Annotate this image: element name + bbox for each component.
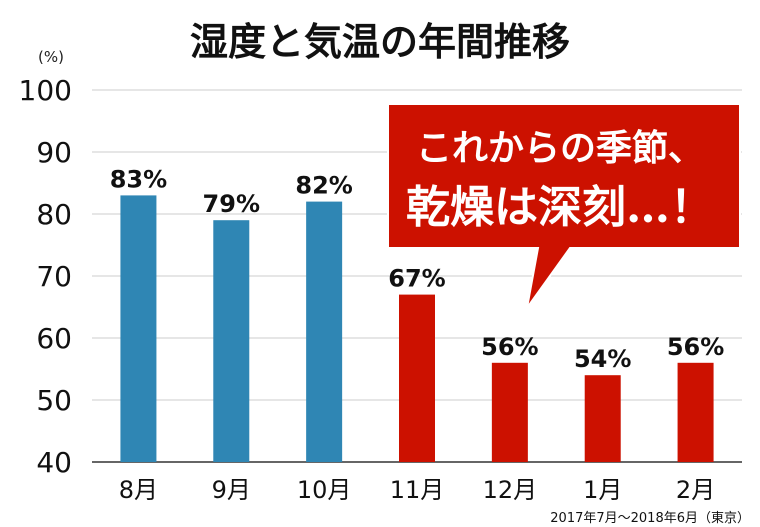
- data-source-note: 2017年7月〜2018年6月（東京）: [550, 510, 750, 526]
- y-tick-label: 60: [36, 322, 72, 355]
- bar: [399, 294, 435, 462]
- y-tick-label: 100: [19, 74, 72, 107]
- data-label: 67%: [388, 265, 445, 293]
- x-tick-label: 9月: [212, 476, 251, 504]
- y-tick-label: 80: [36, 198, 72, 231]
- chart-title: 湿度と気温の年間推移: [190, 20, 570, 64]
- data-label: 56%: [481, 333, 538, 361]
- bars: [120, 195, 714, 462]
- y-axis-unit: (%): [38, 48, 64, 66]
- y-tick-label: 70: [36, 260, 72, 293]
- data-label: 56%: [667, 333, 724, 361]
- x-tick-label: 1月: [583, 476, 622, 504]
- callout-line2: 乾燥は深刻…！: [406, 182, 714, 233]
- data-label: 82%: [295, 172, 352, 200]
- bar: [120, 195, 157, 462]
- bar: [584, 375, 621, 462]
- y-tick-label: 90: [36, 136, 72, 169]
- y-tick-label: 50: [36, 384, 72, 417]
- y-tick-labels: 100 90 80 70 60 50 40: [19, 74, 72, 479]
- x-tick-labels: 8月 9月 10月 11月 12月 1月 2月: [119, 476, 715, 504]
- bar: [213, 220, 250, 462]
- data-label: 54%: [574, 345, 631, 373]
- x-tick-label: 2月: [676, 476, 715, 504]
- x-tick-label: 8月: [119, 476, 158, 504]
- callout-bubble: これからの季節、 乾燥は深刻…！: [387, 103, 741, 309]
- bar: [677, 362, 714, 462]
- bar: [491, 362, 528, 462]
- y-tick-label: 40: [36, 446, 72, 479]
- callout-line1: これからの季節、: [416, 127, 704, 169]
- data-labels: 83% 79% 82% 67% 56% 54% 56%: [110, 165, 725, 373]
- data-label: 79%: [203, 190, 260, 218]
- x-tick-label: 11月: [390, 476, 445, 504]
- bar: [306, 201, 343, 462]
- x-tick-label: 12月: [483, 476, 538, 504]
- x-tick-label: 10月: [297, 476, 352, 504]
- data-label: 83%: [110, 165, 167, 193]
- callout-shape: [387, 103, 741, 309]
